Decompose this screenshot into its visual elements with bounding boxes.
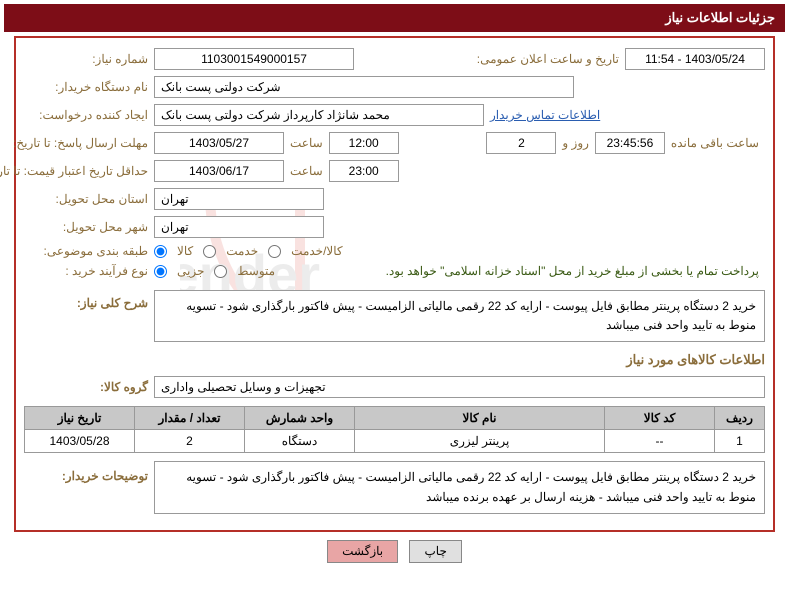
category-label: طبقه بندی موضوعی:	[24, 244, 154, 258]
opt-medium-radio[interactable]	[214, 265, 227, 278]
row-deadline: ساعت باقی مانده 23:45:56 روز و 2 12:00 س…	[24, 132, 765, 154]
province-label: استان محل تحویل:	[24, 192, 154, 206]
validity-date-value: 1403/06/17	[154, 160, 284, 182]
td-unit: دستگاه	[245, 430, 355, 453]
td-qty: 2	[135, 430, 245, 453]
requester-label: ایجاد کننده درخواست:	[24, 108, 154, 122]
opt-both-label: کالا/خدمت	[285, 244, 348, 258]
row-province: تهران استان محل تحویل:	[24, 188, 765, 210]
goods-section-header: اطلاعات کالاهای مورد نیاز	[24, 352, 765, 368]
deadline-time-label: ساعت	[284, 136, 329, 150]
th-name: نام کالا	[355, 407, 605, 430]
opt-service-radio[interactable]	[203, 245, 216, 258]
opt-small-radio[interactable]	[154, 265, 167, 278]
row-process: پرداخت تمام یا بخشی از مبلغ خرید از محل …	[24, 264, 765, 278]
print-button[interactable]: چاپ	[409, 540, 461, 563]
th-code: کد کالا	[605, 407, 715, 430]
announce-label: تاریخ و ساعت اعلان عمومی:	[471, 52, 625, 66]
opt-service-label: خدمت	[220, 244, 264, 258]
group-value: تجهیزات و وسایل تحصیلی واداری	[154, 376, 765, 398]
buyer-contact-link[interactable]: اطلاعات تماس خریدار	[484, 108, 606, 122]
deadline-label: مهلت ارسال پاسخ: تا تاریخ:	[24, 136, 154, 150]
td-name: پرینتر لیزری	[355, 430, 605, 453]
opt-goods-label: کالا	[171, 244, 199, 258]
opt-both-radio[interactable]	[268, 245, 281, 258]
remain-suffix: ساعت باقی مانده	[665, 136, 765, 150]
deadline-time-value: 12:00	[329, 132, 399, 154]
city-value: تهران	[154, 216, 324, 238]
summary-value: خرید 2 دستگاه پرینتر مطابق فایل پیوست - …	[154, 290, 765, 342]
buyer-org-label: نام دستگاه خریدار:	[24, 80, 154, 94]
province-value: تهران	[154, 188, 324, 210]
remain-days-suffix: روز و	[556, 136, 595, 150]
items-table: ردیف کد کالا نام کالا واحد شمارش تعداد /…	[24, 406, 765, 453]
buyer-org-value: شرکت دولتی پست بانک	[154, 76, 574, 98]
payment-note: پرداخت تمام یا بخشی از مبلغ خرید از محل …	[380, 264, 765, 278]
remain-days-value: 2	[486, 132, 556, 154]
details-frame: 1403/05/24 - 11:54 تاریخ و ساعت اعلان عم…	[14, 36, 775, 532]
row-buyer-org: شرکت دولتی پست بانک نام دستگاه خریدار:	[24, 76, 765, 98]
remain-time-value: 23:45:56	[595, 132, 665, 154]
row-requester: اطلاعات تماس خریدار محمد شانژاد کارپرداز…	[24, 104, 765, 126]
row-buyer-notes: خرید 2 دستگاه پرینتر مطابق فایل پیوست - …	[24, 461, 765, 513]
row-summary: خرید 2 دستگاه پرینتر مطابق فایل پیوست - …	[24, 290, 765, 342]
deadline-date-value: 1403/05/27	[154, 132, 284, 154]
requester-value: محمد شانژاد کارپرداز شرکت دولتی پست بانک	[154, 104, 484, 126]
summary-label: شرح کلی نیاز:	[24, 290, 154, 310]
button-row: چاپ بازگشت	[0, 540, 789, 563]
city-label: شهر محل تحویل:	[24, 220, 154, 234]
category-radio-group: کالا/خدمت خدمت کالا	[154, 244, 349, 258]
row-need-number: 1403/05/24 - 11:54 تاریخ و ساعت اعلان عم…	[24, 48, 765, 70]
th-qty: تعداد / مقدار	[135, 407, 245, 430]
validity-time-label: ساعت	[284, 164, 329, 178]
td-code: --	[605, 430, 715, 453]
validity-time-value: 23:00	[329, 160, 399, 182]
row-group: تجهیزات و وسایل تحصیلی واداری گروه کالا:	[24, 376, 765, 398]
table-row: 1 -- پرینتر لیزری دستگاه 2 1403/05/28	[25, 430, 765, 453]
items-header-row: ردیف کد کالا نام کالا واحد شمارش تعداد /…	[25, 407, 765, 430]
td-row: 1	[715, 430, 765, 453]
opt-medium-label: متوسط	[231, 264, 281, 278]
opt-small-label: جزیی	[171, 264, 210, 278]
back-button[interactable]: بازگشت	[327, 540, 398, 563]
th-row: ردیف	[715, 407, 765, 430]
buyer-notes-value: خرید 2 دستگاه پرینتر مطابق فایل پیوست - …	[154, 461, 765, 513]
announce-datetime-value: 1403/05/24 - 11:54	[625, 48, 765, 70]
opt-goods-radio[interactable]	[154, 245, 167, 258]
th-unit: واحد شمارش	[245, 407, 355, 430]
need-number-value: 1103001549000157	[154, 48, 354, 70]
th-date: تاریخ نیاز	[25, 407, 135, 430]
page-title: جزئیات اطلاعات نیاز	[665, 10, 775, 25]
process-radio-group: متوسط جزیی	[154, 264, 281, 278]
page-title-bar: جزئیات اطلاعات نیاز	[4, 4, 785, 32]
process-label: نوع فرآیند خرید :	[24, 264, 154, 278]
row-category: کالا/خدمت خدمت کالا طبقه بندی موضوعی:	[24, 244, 765, 258]
buyer-notes-label: توضیحات خریدار:	[24, 461, 154, 483]
td-date: 1403/05/28	[25, 430, 135, 453]
row-validity: 23:00 ساعت 1403/06/17 حداقل تاریخ اعتبار…	[24, 160, 765, 182]
group-label: گروه کالا:	[24, 380, 154, 394]
validity-label: حداقل تاریخ اعتبار قیمت: تا تاریخ:	[24, 164, 154, 178]
row-city: تهران شهر محل تحویل:	[24, 216, 765, 238]
need-number-label: شماره نیاز:	[24, 52, 154, 66]
